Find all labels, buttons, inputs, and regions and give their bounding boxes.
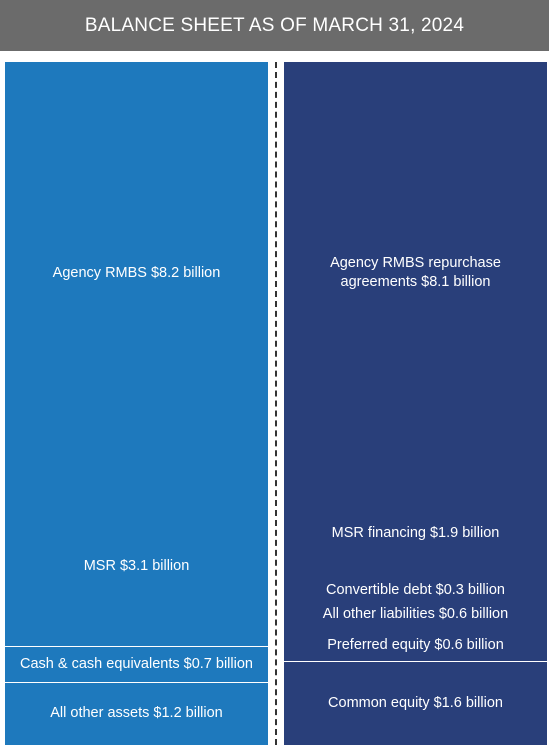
asset-segment-label: Cash & cash equivalents $0.7 billion	[20, 656, 253, 673]
liability-segment-label: Agency RMBS repurchase agreements $8.1 b…	[330, 254, 501, 291]
liability-segment-label: MSR financing $1.9 billion	[331, 525, 500, 542]
liability-segment: All other liabilities $0.6 billion	[284, 599, 547, 631]
liability-segment: Agency RMBS repurchase agreements $8.1 b…	[284, 62, 547, 485]
chart-title: BALANCE SHEET AS OF MARCH 31, 2024	[0, 0, 549, 51]
liability-segment-label: Preferred equity $0.6 billion	[327, 637, 504, 654]
column-divider	[275, 62, 277, 745]
asset-segment: All other assets $1.2 billion	[5, 682, 268, 745]
asset-segment-label: Agency RMBS $8.2 billion	[52, 265, 221, 282]
liability-segment: Common equity $1.6 billion	[284, 661, 547, 745]
liability-segment: Preferred equity $0.6 billion	[284, 630, 547, 662]
asset-segment: Agency RMBS $8.2 billion	[5, 62, 268, 487]
asset-segment-label: All other assets $1.2 billion	[50, 705, 223, 722]
liability-segment: MSR financing $1.9 billion	[284, 484, 547, 584]
assets-column: Agency RMBS $8.2 billion MSR $3.1 billion…	[5, 62, 268, 745]
liability-segment-label: All other liabilities $0.6 billion	[322, 605, 509, 622]
liability-segment-label: Convertible debt $0.3 billion	[326, 582, 505, 599]
asset-segment-label: MSR $3.1 billion	[83, 557, 190, 574]
liability-segment-label: Common equity $1.6 billion	[328, 694, 503, 711]
liability-segment: Convertible debt $0.3 billion	[284, 582, 547, 599]
liabilities-column: Agency RMBS repurchase agreements $8.1 b…	[284, 62, 547, 745]
asset-segment: Cash & cash equivalents $0.7 billion	[5, 646, 268, 683]
asset-segment: MSR $3.1 billion	[5, 486, 268, 647]
